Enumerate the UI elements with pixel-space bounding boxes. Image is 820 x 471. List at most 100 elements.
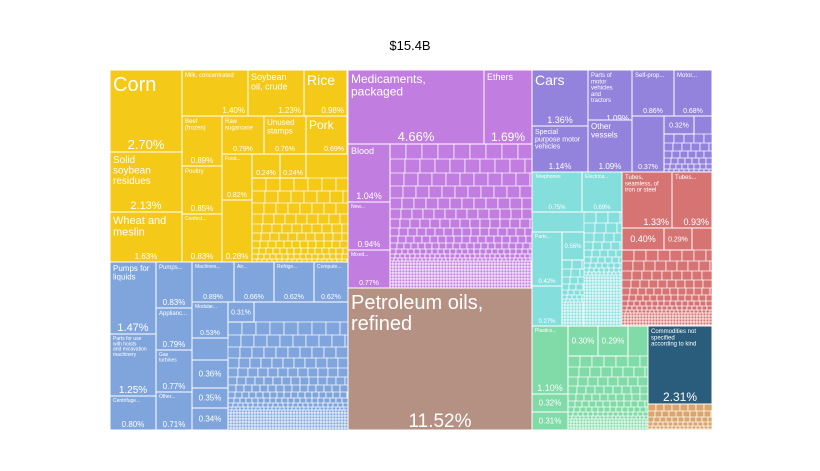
treemap-cell[interactable]: Self-prop...0.86% [631, 69, 675, 117]
treemap-cell[interactable]: 0.32% [663, 115, 695, 135]
svg-text:New...: New... [351, 204, 365, 210]
small-tile [589, 280, 594, 285]
small-tile [233, 409, 238, 414]
treemap-cell[interactable]: Beef(frozen)0.89% [181, 115, 223, 167]
treemap-cell[interactable]: Centrifuge...0.80% [109, 395, 157, 431]
treemap-cell[interactable]: Confect...0.83% [181, 213, 223, 263]
treemap-cell[interactable]: Plastics...1.10% [531, 325, 569, 395]
treemap-cell[interactable]: Mixed...0.77% [347, 249, 391, 289]
treemap-cell[interactable]: Motor...0.68% [673, 69, 713, 117]
treemap-cell[interactable]: Modular...0.53% [191, 301, 229, 339]
small-tile [527, 272, 532, 277]
cell-rect [561, 231, 585, 261]
small-tile [687, 321, 692, 326]
treemap-cell[interactable]: 0.35% [191, 387, 229, 409]
small-tile [488, 208, 501, 221]
treemap-cell[interactable]: New...0.94% [347, 201, 391, 251]
cell-label: Machines... [195, 264, 221, 270]
treemap-cell[interactable]: 0.27% [531, 285, 563, 327]
cell-rect [221, 115, 265, 155]
small-tile [443, 227, 454, 238]
treemap-cell[interactable]: 0.40% [621, 227, 665, 251]
small-tile [509, 266, 514, 271]
treemap-cell[interactable]: Electrica...0.69% [581, 171, 623, 213]
treemap-cell[interactable]: Air...0.66% [233, 261, 275, 303]
treemap-cell[interactable]: 0.29% [663, 227, 693, 251]
small-tile [500, 266, 505, 271]
small-tile [639, 418, 644, 423]
svg-text:Pumps for: Pumps for [113, 264, 150, 273]
treemap-cell[interactable]: Pumps...0.83% [155, 261, 193, 309]
small-tile [500, 281, 505, 286]
small-tile [320, 412, 325, 417]
small-tile [443, 281, 448, 286]
small-tile [332, 427, 337, 431]
svg-text:Unused: Unused [267, 118, 295, 127]
treemap-cell[interactable]: Parts...0.42% [531, 231, 563, 287]
small-tile [401, 269, 406, 274]
treemap-cell[interactable]: Refrige...0.62% [273, 261, 315, 303]
small-tile [281, 418, 286, 423]
treemap-cell[interactable]: 0.56% [561, 231, 585, 261]
small-tile [524, 272, 529, 277]
small-tile [663, 133, 675, 145]
small-tile [671, 270, 683, 282]
small-tile [613, 289, 618, 294]
cell-rect [483, 69, 533, 145]
treemap-cell[interactable]: 0.28% [221, 199, 253, 263]
treemap-cell[interactable]: Food...0.82% [221, 153, 253, 201]
small-tile [287, 367, 299, 379]
treemap-cell[interactable]: 0.36% [191, 359, 229, 389]
treemap-cell[interactable]: Compute...0.62% [313, 261, 349, 303]
treemap-cell[interactable]: 0.24% [279, 153, 307, 179]
treemap-cell[interactable]: 0.24% [251, 153, 281, 179]
treemap-cell[interactable]: 0.31% [227, 301, 255, 323]
cell-rect [347, 249, 391, 289]
small-tile [518, 281, 523, 286]
treemap-cell[interactable]: 0.30% [567, 325, 599, 357]
treemap-cell[interactable]: 0.31% [531, 411, 569, 431]
small-tile [272, 427, 277, 431]
treemap-cell[interactable]: 0.32% [531, 393, 569, 413]
treemap-cell[interactable]: 0.29% [597, 325, 629, 357]
small-tile [687, 315, 692, 320]
small-tile [341, 418, 346, 423]
small-tile [452, 275, 457, 280]
small-tile [601, 316, 606, 321]
small-tile [401, 278, 406, 283]
svg-text:Solid: Solid [113, 155, 135, 166]
svg-text:Machines...: Machines... [195, 264, 221, 270]
treemap-cell[interactable]: Applianc...0.79% [155, 307, 193, 351]
treemap-cell[interactable]: Other...0.71% [155, 391, 193, 431]
treemap-cell[interactable]: 0.34% [191, 407, 229, 431]
small-tile [669, 318, 674, 323]
treemap-cell[interactable]: Machines...0.89% [191, 261, 235, 303]
treemap-cell[interactable]: 0.37% [631, 115, 665, 173]
treemap-cell[interactable]: Tubes...0.93% [671, 171, 713, 229]
